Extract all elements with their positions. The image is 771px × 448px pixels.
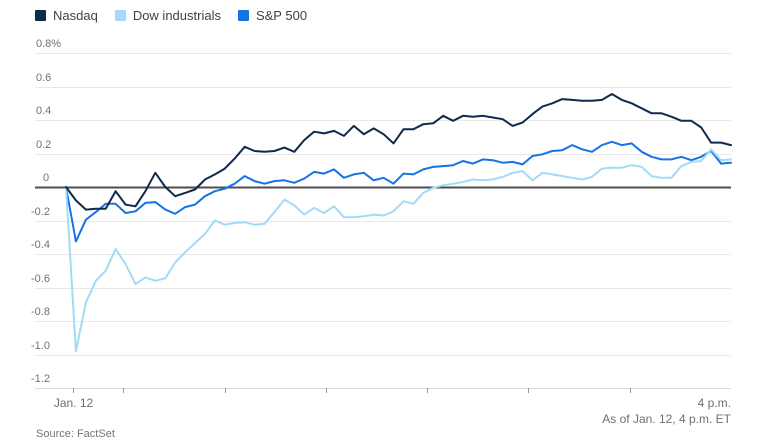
- y-axis-label: -0.6: [31, 272, 50, 285]
- legend-swatch-icon: [114, 10, 126, 21]
- legend-swatch-icon: [35, 10, 46, 21]
- legend-label: Dow industrials: [132, 8, 221, 23]
- x-axis-end-label: 4 p.m.: [697, 396, 731, 410]
- y-axis-label: 0.4: [36, 104, 52, 117]
- legend-item-nasdaq: Nasdaq: [35, 8, 98, 23]
- y-axis-label: -1.2: [31, 372, 50, 385]
- y-axis-label: 0.8%: [36, 37, 62, 50]
- y-axis-label: 0.2: [36, 138, 52, 151]
- y-axis-label: -1.0: [31, 339, 50, 352]
- as-of-note: As of Jan. 12, 4 p.m. ET: [602, 412, 731, 426]
- legend-swatch-icon: [237, 10, 249, 21]
- y-axis-label: -0.2: [31, 205, 50, 218]
- y-axis-label: -0.8: [31, 305, 50, 318]
- series-line-s-p-500: [65, 140, 732, 243]
- chart-legend: Nasdaq Dow industrials S&P 500: [35, 8, 307, 23]
- series-line-dow-industrials: [65, 148, 732, 353]
- legend-label: Nasdaq: [53, 8, 98, 23]
- source-note: Source: FactSet: [36, 428, 115, 440]
- x-axis-label: Jan. 12: [53, 396, 94, 410]
- y-axis-label: 0: [43, 171, 50, 184]
- series-line-nasdaq: [65, 93, 732, 211]
- legend-label: S&P 500: [255, 8, 308, 23]
- legend-item-dow-industrials: Dow industrials: [114, 8, 221, 23]
- y-axis-label: -0.4: [31, 238, 50, 251]
- y-axis-label: 0.6: [36, 71, 52, 84]
- legend-item-s-p-500: S&P 500: [237, 8, 308, 23]
